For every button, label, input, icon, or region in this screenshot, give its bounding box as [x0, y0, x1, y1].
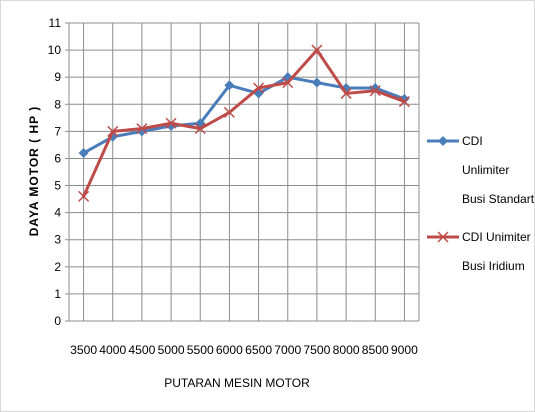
data-point-iridium — [340, 87, 352, 99]
axes — [65, 22, 420, 322]
y-tick-labels: 0 1 2 3 4 5 6 7 8 9 10 11 — [48, 16, 62, 328]
data-point-standart — [311, 77, 322, 88]
x-marker-stroke — [311, 44, 323, 56]
y-tick-label: 0 — [54, 314, 61, 328]
data-point-standart — [224, 80, 235, 91]
y-axis-title: DAYA MOTOR ( HP ) — [27, 106, 41, 237]
x-tick-label: 4500 — [128, 343, 155, 357]
legend: CDI Unlimiter Busi Standart CDI Unimiter Bus… — [427, 134, 534, 273]
data-point-iridium — [311, 44, 323, 56]
y-tick-label: 5 — [54, 179, 61, 193]
x-marker-stroke — [136, 123, 148, 135]
x-tick-label: 3500 — [70, 343, 97, 357]
x-axis-title: PUTARAN MESIN MOTOR — [164, 376, 310, 390]
y-tick-label: 3 — [54, 233, 61, 247]
x-tick-label: 9000 — [391, 343, 418, 357]
x-marker-stroke — [437, 231, 449, 243]
grid-lines — [69, 22, 419, 322]
legend-item-standart: CDI Unlimiter Busi Standart — [427, 134, 534, 206]
x-tick-label: 8500 — [362, 343, 389, 357]
x-marker-stroke — [369, 85, 381, 97]
x-marker-stroke — [340, 87, 352, 99]
legend-marker-standart — [438, 136, 448, 146]
legend-label-line: CDI Unimiter — [462, 230, 531, 244]
y-tick-label: 1 — [54, 287, 61, 301]
y-tick-label: 8 — [54, 97, 61, 111]
y-tick-label: 11 — [49, 16, 62, 30]
legend-label-line: CDI — [462, 134, 483, 148]
data-point-iridium — [223, 106, 235, 118]
x-tick-label: 8000 — [333, 343, 360, 357]
y-tick-label: 10 — [48, 43, 62, 57]
series — [78, 44, 410, 202]
y-tick-label: 4 — [54, 206, 61, 220]
y-tick-label: 2 — [54, 260, 61, 274]
data-point-iridium — [369, 85, 381, 97]
data-point-iridium — [78, 190, 90, 202]
legend-item-iridium: CDI Unimiter Busi Iridium — [427, 230, 531, 273]
x-marker-stroke — [78, 190, 90, 202]
x-tick-label: 7500 — [303, 343, 330, 357]
series-line-iridium — [82, 48, 406, 198]
x-marker-stroke — [194, 123, 206, 135]
y-tick-label: 7 — [54, 124, 61, 138]
x-marker-stroke — [398, 96, 410, 108]
legend-label-line: Busi Standart — [462, 192, 534, 206]
x-marker-stroke — [223, 106, 235, 118]
legend-label-line: Busi Iridium — [462, 259, 525, 273]
x-tick-label: 6000 — [216, 343, 243, 357]
x-marker-stroke — [253, 82, 265, 94]
x-tick-label: 6500 — [245, 343, 272, 357]
data-point-iridium — [165, 117, 177, 129]
data-point-iridium — [253, 82, 265, 94]
x-tick-label: 7000 — [274, 343, 301, 357]
x-tick-label: 5000 — [158, 343, 185, 357]
y-tick-label: 6 — [54, 151, 61, 165]
data-point-iridium — [282, 77, 294, 89]
data-point-standart — [78, 148, 89, 159]
data-point-iridium — [107, 125, 119, 137]
series-line-standart — [82, 75, 406, 155]
legend-marker-iridium — [437, 231, 449, 243]
x-tick-labels: 3500 4000 4500 5000 5500 6000 6500 7000 7500 8000… — [70, 343, 418, 357]
x-tick-label: 5500 — [187, 343, 214, 357]
data-point-iridium — [194, 123, 206, 135]
x-marker-stroke — [165, 117, 177, 129]
x-tick-label: 4000 — [99, 343, 126, 357]
x-marker-stroke — [107, 125, 119, 137]
data-point-iridium — [136, 123, 148, 135]
y-tick-label: 9 — [54, 70, 61, 84]
legend-label-line: Unlimiter — [462, 163, 509, 177]
x-marker-stroke — [282, 77, 294, 89]
data-point-iridium — [398, 96, 410, 108]
